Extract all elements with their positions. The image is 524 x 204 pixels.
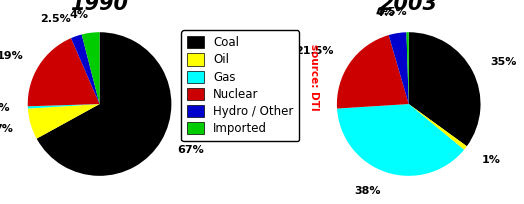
Wedge shape xyxy=(71,34,100,104)
Wedge shape xyxy=(409,104,467,150)
Text: 1%: 1% xyxy=(482,155,500,165)
Wedge shape xyxy=(28,104,100,109)
Wedge shape xyxy=(28,104,100,139)
Text: 4%: 4% xyxy=(69,10,89,20)
Wedge shape xyxy=(37,32,171,176)
Title: 2003: 2003 xyxy=(380,0,438,14)
Text: 0.5%: 0.5% xyxy=(377,7,407,17)
Text: 7%: 7% xyxy=(0,124,14,134)
Text: 67%: 67% xyxy=(177,145,203,155)
Wedge shape xyxy=(337,104,464,176)
Text: 4%: 4% xyxy=(375,8,395,18)
Legend: Coal, Oil, Gas, Nuclear, Hydro / Other, Imported: Coal, Oil, Gas, Nuclear, Hydro / Other, … xyxy=(181,30,300,141)
Wedge shape xyxy=(389,32,409,104)
Text: source: DTI: source: DTI xyxy=(309,44,319,111)
Text: 35%: 35% xyxy=(490,57,517,67)
Wedge shape xyxy=(28,38,100,106)
Wedge shape xyxy=(409,32,481,146)
Wedge shape xyxy=(82,32,100,104)
Text: 0.5%: 0.5% xyxy=(0,103,10,113)
Text: 2.5%: 2.5% xyxy=(40,14,71,24)
Wedge shape xyxy=(407,32,409,104)
Text: 19%: 19% xyxy=(0,51,24,61)
Wedge shape xyxy=(337,35,409,109)
Text: 21.5%: 21.5% xyxy=(295,46,333,56)
Title: 1990: 1990 xyxy=(71,0,128,14)
Text: 38%: 38% xyxy=(354,186,380,196)
